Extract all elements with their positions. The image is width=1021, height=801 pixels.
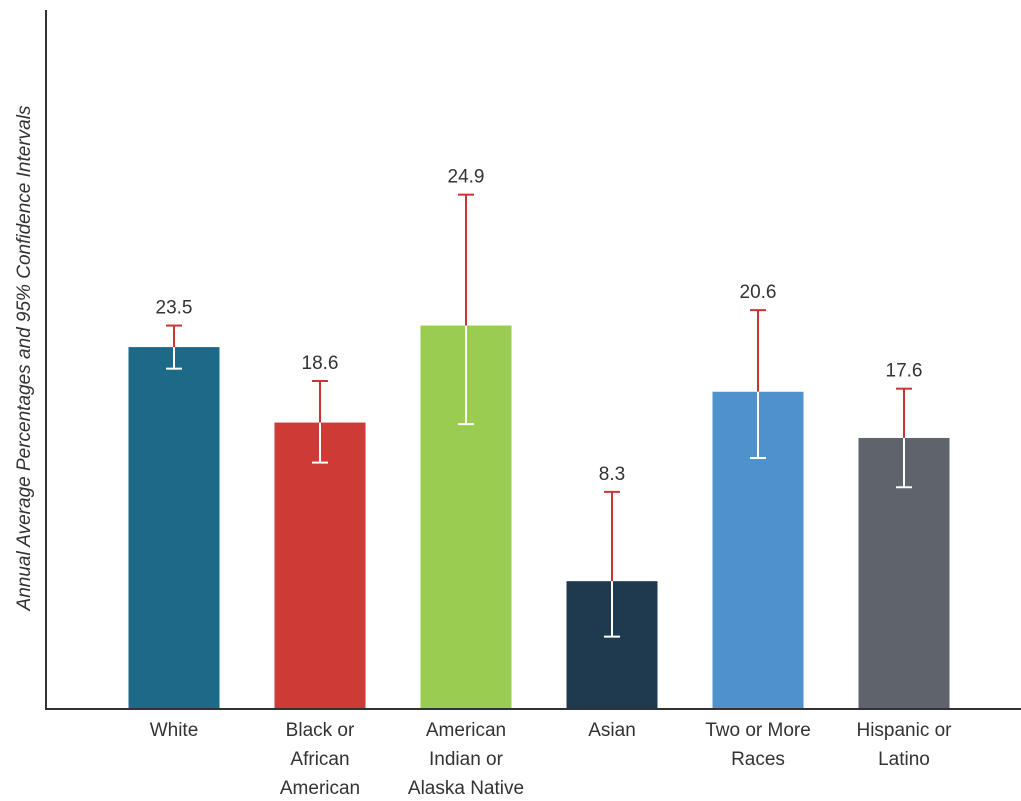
value-label: 17.6	[886, 361, 923, 382]
category-label-line: Indian or	[429, 749, 504, 770]
category-label: Hispanic or Latino	[856, 720, 952, 770]
category-label: American Indian or Alaska Native	[408, 720, 524, 799]
category-label-line: Asian	[588, 720, 636, 741]
bar	[274, 422, 366, 709]
category-labels-group: White Black or African American American Indi…	[150, 720, 952, 799]
category-label: White	[150, 720, 199, 741]
category-label-line: African	[290, 749, 349, 770]
error-bars-group	[166, 193, 912, 638]
category-label-line: American	[426, 720, 506, 741]
category-label-line: Two or More	[705, 720, 811, 741]
category-label-line: White	[150, 720, 199, 741]
bar	[128, 347, 220, 709]
bars-group	[128, 325, 950, 709]
category-label-line: Races	[731, 749, 785, 770]
category-label-line: Black or	[286, 720, 355, 741]
value-label: 20.6	[740, 282, 777, 303]
category-label-line: American	[280, 778, 360, 799]
value-label: 24.9	[448, 167, 485, 188]
value-label: 23.5	[156, 298, 193, 319]
category-label: Black or African American	[280, 720, 360, 799]
category-label: Two or More Races	[705, 720, 811, 770]
category-label: Asian	[588, 720, 636, 741]
category-label-line: Hispanic or	[856, 720, 952, 741]
value-label: 8.3	[599, 464, 625, 485]
value-labels-group: 23.5 18.6 24.9 8.3 20.6 17.6	[156, 167, 923, 485]
category-label-line: Latino	[878, 749, 930, 770]
y-axis-title: Annual Average Percentages and 95% Confi…	[14, 105, 35, 611]
category-label-line: Alaska Native	[408, 778, 524, 799]
value-label: 18.6	[302, 353, 339, 374]
